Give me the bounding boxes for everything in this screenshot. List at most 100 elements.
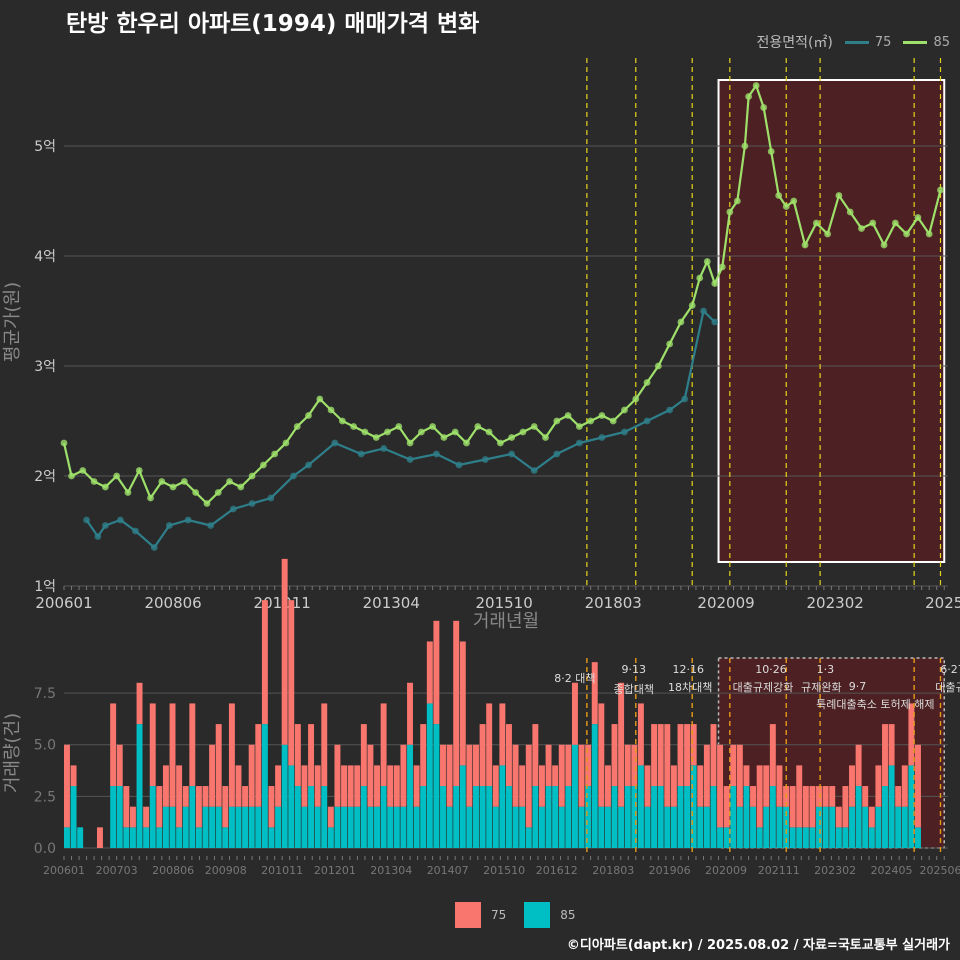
bar-85 <box>248 806 255 848</box>
bar-85 <box>915 827 921 848</box>
bar-75 <box>242 786 249 807</box>
bar-75 <box>308 724 315 787</box>
data-point-85 <box>775 192 783 199</box>
bar-75 <box>915 744 921 828</box>
data-point-75 <box>83 516 90 524</box>
x-tick-label-bottom: 200908 <box>205 864 247 877</box>
bar-75 <box>591 662 598 725</box>
bar-85 <box>670 806 677 848</box>
bar-75 <box>156 786 163 828</box>
bar-75 <box>479 724 486 787</box>
data-point-85 <box>564 412 572 419</box>
bar-85 <box>209 806 216 848</box>
x-tick-label: 201510 <box>475 594 532 612</box>
data-point-85 <box>259 461 267 469</box>
bar-85 <box>387 806 394 848</box>
data-point-75 <box>117 516 124 524</box>
data-point-85 <box>440 434 448 441</box>
bar-85 <box>492 806 499 848</box>
bar-85 <box>182 806 189 848</box>
bar-75 <box>895 786 902 807</box>
data-point-85 <box>305 412 312 419</box>
bar-85 <box>347 806 354 848</box>
bar-85 <box>281 744 288 848</box>
data-point-75 <box>666 406 674 414</box>
data-point-85 <box>880 241 888 249</box>
data-point-85 <box>293 423 301 430</box>
bar-85 <box>195 827 202 848</box>
x-tick-label: 202009 <box>697 594 754 612</box>
data-point-85 <box>417 428 425 436</box>
y-tick-label-bottom: 5.0 <box>34 738 56 754</box>
bar-75 <box>670 765 677 807</box>
bar-75 <box>690 724 697 766</box>
bar-75 <box>314 765 321 807</box>
bar-75 <box>321 703 328 787</box>
policy-annotation: 특례대출축소 토허제 해제 <box>816 697 934 711</box>
y-tick-label: 1억 <box>34 579 56 595</box>
bar-75 <box>684 724 691 787</box>
x-tick-label-bottom: 200806 <box>152 864 194 877</box>
bar-85 <box>776 806 783 848</box>
data-point-75 <box>331 439 339 447</box>
legend-label-75: 75 <box>874 34 892 50</box>
bar-85 <box>868 827 875 848</box>
bar-75 <box>440 744 446 787</box>
data-point-85 <box>214 489 222 496</box>
data-point-75 <box>229 505 237 513</box>
x-tick-label-bottom: 201201 <box>314 864 356 877</box>
x-tick-label-bottom: 202405 <box>871 864 913 877</box>
bar-75 <box>301 765 308 807</box>
bar-85 <box>730 786 737 848</box>
bar-85 <box>525 827 532 848</box>
bar-75 <box>802 786 809 828</box>
legend-top: 전용면적(㎡) 75 85 <box>756 32 950 52</box>
legend-bottom-label-85: 85 <box>560 908 576 922</box>
bar-85 <box>129 827 136 848</box>
bar-85 <box>420 786 427 848</box>
legend-top-title: 전용면적(㎡) <box>756 35 833 51</box>
data-point-75 <box>681 395 689 403</box>
bar-75 <box>552 765 559 787</box>
data-point-85 <box>248 472 256 480</box>
data-point-85 <box>621 406 628 414</box>
data-point-85 <box>79 467 87 474</box>
data-point-85 <box>226 478 233 485</box>
bar-85 <box>677 786 684 848</box>
series-line-75 <box>85 308 716 550</box>
policy-annotation: 9·7 <box>849 680 867 693</box>
bar-85 <box>440 786 446 848</box>
bar-85 <box>591 724 598 848</box>
bar-85 <box>816 806 822 848</box>
bar-75 <box>545 744 552 787</box>
bar-75 <box>367 744 374 807</box>
bar-85 <box>360 786 367 848</box>
bar-75 <box>393 765 400 807</box>
data-point-85 <box>496 439 504 447</box>
bar-75 <box>578 744 585 807</box>
bar-85 <box>466 806 473 848</box>
bar-85 <box>334 806 341 848</box>
bar-85 <box>703 806 710 848</box>
data-point-85 <box>726 208 734 216</box>
bar-85 <box>479 786 486 848</box>
legend-bottom-label-75: 75 <box>491 908 507 922</box>
policy-annotation: 대출규제강화 <box>733 681 794 694</box>
data-point-85 <box>703 258 711 265</box>
data-point-85 <box>90 478 98 485</box>
policy-annotation: 6·27 <box>940 663 960 676</box>
data-point-85 <box>101 483 109 491</box>
bar-75 <box>400 744 407 807</box>
bar-85 <box>862 806 869 848</box>
bar-85 <box>459 765 466 848</box>
bar-75 <box>407 682 413 745</box>
bar-75 <box>710 724 717 787</box>
data-point-85 <box>485 428 493 436</box>
data-point-85 <box>835 192 843 199</box>
bar-75 <box>70 765 77 787</box>
bar-75 <box>176 765 183 828</box>
bar-85 <box>538 806 545 848</box>
bar-85 <box>308 786 315 848</box>
bar-75 <box>486 703 493 787</box>
